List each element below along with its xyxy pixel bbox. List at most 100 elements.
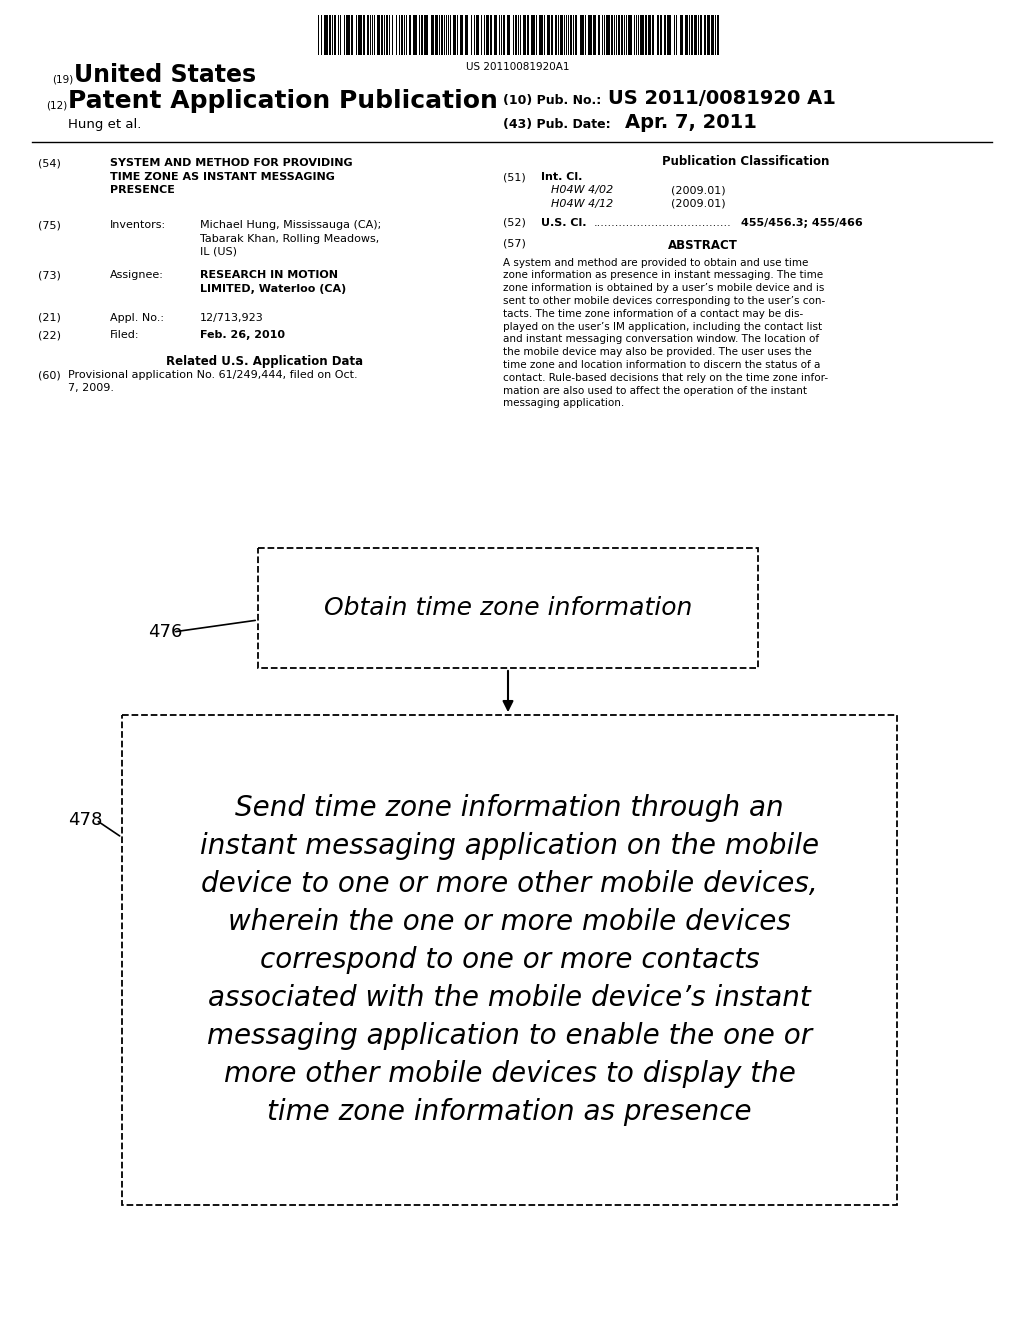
Bar	[460, 15, 463, 55]
Bar	[409, 15, 411, 55]
Bar	[621, 15, 623, 55]
Text: A system and method are provided to obtain and use time: A system and method are provided to obta…	[503, 257, 808, 268]
Bar	[435, 15, 438, 55]
Text: zone information as presence in instant messaging. The time: zone information as presence in instant …	[503, 271, 823, 280]
Bar	[657, 15, 659, 55]
Text: 455/456.3; 455/466: 455/456.3; 455/466	[741, 218, 863, 227]
Bar	[707, 15, 710, 55]
Text: (43) Pub. Date:: (43) Pub. Date:	[503, 117, 610, 131]
Bar	[667, 15, 671, 55]
Text: device to one or more other mobile devices,: device to one or more other mobile devic…	[201, 870, 818, 898]
Bar	[580, 15, 584, 55]
Text: (57): (57)	[503, 239, 526, 249]
Bar	[413, 15, 417, 55]
Text: (12): (12)	[46, 100, 68, 110]
Text: sent to other mobile devices corresponding to the user’s con-: sent to other mobile devices correspondi…	[503, 296, 825, 306]
Bar	[431, 15, 434, 55]
Text: Feb. 26, 2010: Feb. 26, 2010	[200, 330, 285, 341]
Bar	[685, 15, 688, 55]
Text: Provisional application No. 61/249,444, filed on Oct.: Provisional application No. 61/249,444, …	[68, 370, 357, 380]
Text: Int. Cl.: Int. Cl.	[541, 172, 583, 182]
Bar	[598, 15, 600, 55]
Text: more other mobile devices to display the: more other mobile devices to display the	[223, 1060, 796, 1088]
Bar	[640, 15, 644, 55]
Bar	[648, 15, 651, 55]
Bar	[570, 15, 572, 55]
Bar	[381, 15, 383, 55]
Bar	[494, 15, 497, 55]
Text: wherein the one or more mobile devices: wherein the one or more mobile devices	[228, 908, 791, 936]
Bar	[711, 15, 714, 55]
Text: 476: 476	[148, 623, 182, 642]
Text: (60): (60)	[38, 370, 60, 380]
Bar	[628, 15, 632, 55]
Text: PRESENCE: PRESENCE	[110, 185, 175, 195]
Bar	[358, 15, 362, 55]
Bar	[717, 15, 719, 55]
Bar	[539, 15, 543, 55]
Bar	[691, 15, 693, 55]
Text: Patent Application Publication: Patent Application Publication	[68, 88, 498, 114]
Bar	[424, 15, 428, 55]
Bar	[377, 15, 380, 55]
Bar	[618, 15, 620, 55]
Text: U.S. Cl.: U.S. Cl.	[541, 218, 587, 227]
Bar	[334, 15, 336, 55]
Text: messaging application to enable the one or: messaging application to enable the one …	[207, 1022, 812, 1049]
Text: (51): (51)	[503, 172, 525, 182]
Text: Hung et al.: Hung et al.	[68, 117, 141, 131]
Bar	[664, 15, 666, 55]
Bar	[694, 15, 697, 55]
Text: Obtain time zone information: Obtain time zone information	[324, 597, 692, 620]
Bar	[441, 15, 443, 55]
Text: IL (US): IL (US)	[200, 247, 237, 257]
Text: (54): (54)	[38, 158, 60, 168]
Bar	[523, 15, 526, 55]
Bar	[503, 15, 505, 55]
Bar	[551, 15, 553, 55]
Bar	[611, 15, 613, 55]
Text: US 2011/0081920 A1: US 2011/0081920 A1	[608, 88, 836, 108]
Text: Apr. 7, 2011: Apr. 7, 2011	[625, 114, 757, 132]
Text: (19): (19)	[52, 74, 74, 84]
Text: Michael Hung, Mississauga (CA);: Michael Hung, Mississauga (CA);	[200, 220, 381, 230]
Bar	[531, 15, 535, 55]
Text: (22): (22)	[38, 330, 61, 341]
Bar	[645, 15, 647, 55]
Bar	[515, 15, 517, 55]
Bar	[588, 15, 592, 55]
Text: ABSTRACT: ABSTRACT	[668, 239, 738, 252]
Text: Tabarak Khan, Rolling Meadows,: Tabarak Khan, Rolling Meadows,	[200, 234, 379, 243]
Bar	[606, 15, 610, 55]
Bar	[555, 15, 557, 55]
Text: SYSTEM AND METHOD FOR PROVIDING: SYSTEM AND METHOD FOR PROVIDING	[110, 158, 352, 168]
Bar	[367, 15, 369, 55]
Bar	[401, 15, 403, 55]
Bar	[680, 15, 683, 55]
Text: LIMITED, Waterloo (CA): LIMITED, Waterloo (CA)	[200, 284, 346, 293]
Text: associated with the mobile device’s instant: associated with the mobile device’s inst…	[208, 983, 811, 1012]
Text: TIME ZONE AS INSTANT MESSAGING: TIME ZONE AS INSTANT MESSAGING	[110, 172, 335, 181]
Text: Filed:: Filed:	[110, 330, 139, 341]
Text: United States: United States	[74, 63, 256, 87]
Text: Related U.S. Application Data: Related U.S. Application Data	[167, 355, 364, 368]
Bar	[453, 15, 456, 55]
Bar	[705, 15, 706, 55]
Text: played on the user’s IM application, including the contact list: played on the user’s IM application, inc…	[503, 322, 822, 331]
Text: (10) Pub. No.:: (10) Pub. No.:	[503, 94, 601, 107]
Bar	[507, 15, 510, 55]
Text: H04W 4/02: H04W 4/02	[551, 186, 613, 195]
Bar	[476, 15, 479, 55]
Bar	[258, 548, 758, 668]
Bar	[346, 15, 350, 55]
Bar	[593, 15, 596, 55]
Text: zone information is obtained by a user’s mobile device and is: zone information is obtained by a user’s…	[503, 282, 824, 293]
Bar	[652, 15, 654, 55]
Bar	[700, 15, 702, 55]
Text: Send time zone information through an: Send time zone information through an	[236, 795, 783, 822]
Text: Assignee:: Assignee:	[110, 271, 164, 280]
Bar	[386, 15, 388, 55]
Text: (21): (21)	[38, 313, 60, 323]
Text: 7, 2009.: 7, 2009.	[68, 384, 114, 393]
Bar	[465, 15, 468, 55]
